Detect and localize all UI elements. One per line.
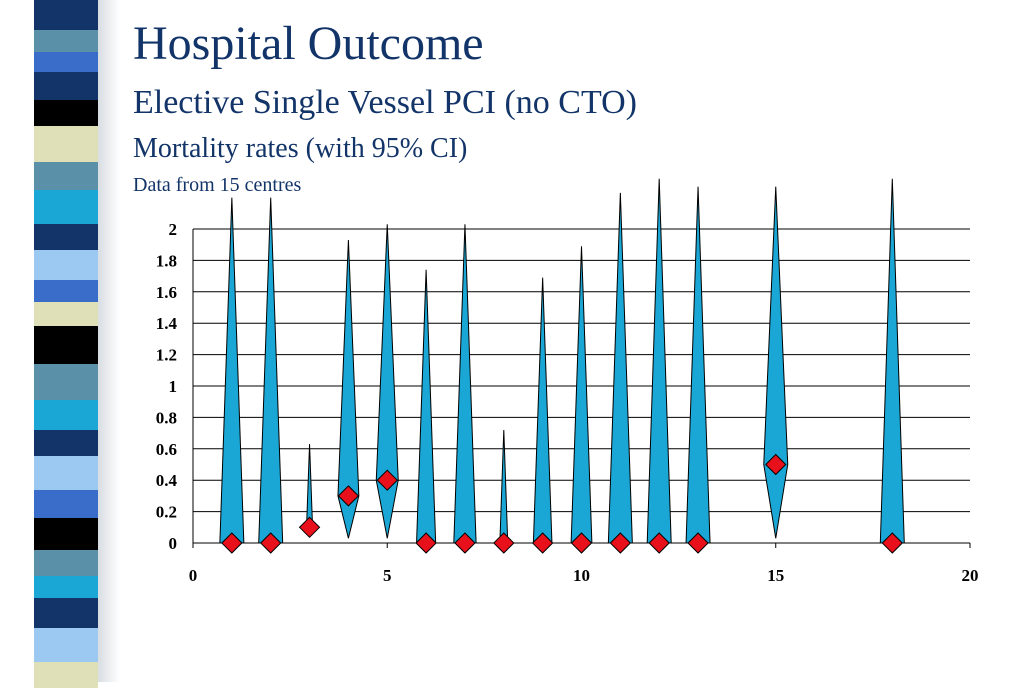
- ci-interval: [453, 224, 477, 544]
- side-fade: [98, 0, 120, 682]
- stripe-segment: [34, 598, 98, 628]
- stripe-segment: [34, 250, 98, 280]
- point-marker: [376, 469, 398, 491]
- point-marker: [609, 532, 632, 554]
- ci-interval: [258, 197, 284, 544]
- y-tick-label: 0.6: [156, 440, 177, 459]
- stripe-segment: [34, 400, 98, 430]
- stripe-segment: [34, 72, 98, 100]
- stripe-segment: [34, 126, 98, 162]
- x-tick-label: 10: [573, 566, 590, 585]
- ci-interval: [879, 178, 905, 544]
- stripe-segment: [34, 52, 98, 72]
- stripe-segment: [34, 326, 98, 364]
- slide-note: Data from 15 centres: [133, 174, 302, 196]
- stripe-segment: [34, 518, 98, 550]
- stripe-segment: [34, 280, 98, 302]
- point-marker: [765, 453, 787, 476]
- ci-interval: [532, 277, 553, 544]
- ci-interval: [763, 186, 789, 539]
- ci-interval: [570, 246, 593, 544]
- x-tick-label: 20: [962, 566, 979, 585]
- y-tick-label: 1.8: [156, 251, 177, 270]
- point-marker: [298, 516, 321, 539]
- point-marker: [648, 532, 670, 554]
- point-marker: [570, 532, 593, 554]
- x-tick-label: 5: [383, 566, 392, 585]
- point-marker: [454, 532, 476, 554]
- x-tick-label: 0: [189, 566, 198, 585]
- side-decoration: [0, 0, 120, 688]
- slide-subtitle-2: Mortality rates (with 95% CI): [133, 133, 468, 164]
- point-marker: [881, 532, 904, 554]
- y-tick-label: 1.6: [156, 283, 177, 302]
- stripe-segment: [34, 190, 98, 224]
- slide-subtitle: Elective Single Vessel PCI (no CTO): [133, 84, 637, 121]
- mortality-chart: 00.20.40.60.811.21.41.61.820 5 10 15 20: [156, 178, 979, 585]
- y-tick-label: 0: [169, 534, 178, 553]
- stripe-segment: [34, 0, 98, 30]
- ci-interval: [375, 224, 399, 539]
- point-marker: [531, 532, 554, 554]
- ci-interval: [337, 239, 360, 539]
- stripe-segment: [34, 100, 98, 126]
- point-marker: [221, 532, 243, 554]
- y-tick-label: 0.8: [156, 408, 177, 427]
- stripe-segment: [34, 30, 98, 52]
- y-tick-label: 1: [169, 377, 178, 396]
- stripe-segment: [34, 162, 98, 190]
- slide-title: Hospital Outcome: [133, 17, 484, 70]
- ci-interval: [499, 429, 509, 544]
- stripe-segment: [34, 224, 98, 250]
- stripe-segment: [34, 662, 98, 688]
- stripe-segment: [34, 456, 98, 490]
- ci-interval: [219, 197, 245, 544]
- stripe-bar: [34, 0, 98, 688]
- point-marker: [687, 532, 709, 554]
- ci-interval: [685, 186, 711, 544]
- y-tick-label: 1.2: [156, 346, 177, 365]
- stripe-segment: [34, 430, 98, 456]
- stripe-segment: [34, 364, 98, 400]
- stripe-segment: [34, 576, 98, 598]
- point-marker: [493, 532, 515, 554]
- y-tick-label: 0.2: [156, 503, 177, 522]
- ci-interval: [416, 269, 437, 544]
- stripe-segment: [34, 628, 98, 662]
- point-marker: [337, 485, 360, 507]
- stripe-segment: [34, 550, 98, 576]
- point-marker: [259, 532, 282, 554]
- point-marker: [415, 532, 437, 554]
- y-tick-label: 1.4: [156, 314, 178, 333]
- y-tick-label: 0.4: [156, 471, 178, 490]
- stripe-segment: [34, 302, 98, 326]
- stripe-segment: [34, 490, 98, 518]
- y-tick-label: 2: [169, 220, 178, 239]
- ci-interval: [646, 178, 672, 544]
- ci-interval: [607, 192, 633, 544]
- x-tick-label: 15: [767, 566, 784, 585]
